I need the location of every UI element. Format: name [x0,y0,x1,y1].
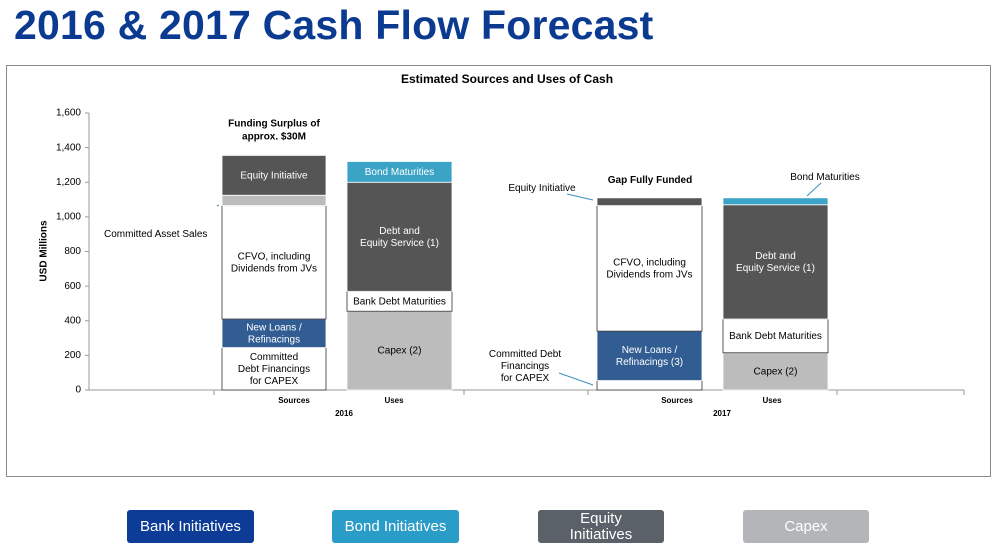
segment-label: Bond Maturities [365,167,434,178]
chart-frame: Estimated Sources and Uses of Cash 0 200 40… [6,65,991,477]
segment-label: Bank Debt Maturities [353,296,446,307]
callout-leader [216,204,220,207]
segment-label: Capex (2) [378,345,422,356]
bar-segment [722,204,829,320]
bar-segment [221,318,327,348]
bar-segment [596,380,703,391]
year-label: 2016 [335,409,353,418]
bar-segment [722,318,829,354]
bar-segment [221,205,327,320]
callout-leader [558,372,594,386]
y-axis-title: USD Millions [39,220,50,282]
bar-segment [221,347,327,391]
bar-segment [346,181,453,292]
bar-segment [722,352,829,391]
bar-segment [221,194,327,207]
category-label: Uses [384,396,404,405]
bar-segment [596,330,703,381]
bar-segment [346,310,453,391]
legend-button-equity-initiatives[interactable]: Equity Initiatives [538,510,664,543]
callout-label: Bond Maturities [790,172,859,183]
y-tick-label: 200 [64,350,81,361]
y-tick-label: 1,400 [56,142,81,153]
segment-label: Equity Initiative [240,170,308,181]
callout-label: Committed Debt Financings for CAPEX [489,349,561,384]
y-tick-label: 400 [64,315,81,326]
segment-label: CFVO, including Dividends from JVs [231,251,317,274]
y-tick-label: 0 [75,385,81,396]
callout-leader [806,182,822,197]
segment-label: Capex (2) [754,366,798,377]
legend-button-bank-initiatives[interactable]: Bank Initiatives [127,510,254,543]
bar-segment [596,205,703,332]
category-label: Uses [762,396,782,405]
group-annotation: Funding Surplus of approx. $30M [228,118,320,142]
y-tick-label: 800 [64,246,81,257]
group-annotation: Gap Fully Funded [608,175,692,186]
y-tick-label: 1,000 [56,212,81,223]
segment-label: CFVO, including Dividends from JVs [606,257,692,280]
segment-label: Committed Debt Financings for CAPEX [238,351,310,386]
bar-segment [722,197,829,206]
segment-label: Debt and Equity Service (1) [360,225,439,248]
segment-label: Bank Debt Maturities [729,331,822,342]
category-label: Sources [278,396,310,405]
y-tick-label: 1,600 [56,108,81,119]
y-tick-label: 1,200 [56,177,81,188]
sources-uses-chart: Estimated Sources and Uses of Cash 0 200 40… [39,72,965,418]
y-tick-label: 600 [64,281,81,292]
callout-label: Committed Asset Sales [104,229,207,240]
bar-segment [596,197,703,207]
category-label: Sources [661,396,693,405]
segment-label: New Loans / Refinacings (3) [616,344,683,367]
year-label: 2017 [713,409,731,418]
segment-label: Debt and Equity Service (1) [736,251,815,274]
bar-segment [346,161,453,183]
segment-label: New Loans / Refinacings [246,322,302,345]
callout-leader [566,193,594,201]
callout-label: Equity Initiative [508,183,576,194]
legend-button-bond-initiatives[interactable]: Bond Initiatives [332,510,459,543]
chart-title: Estimated Sources and Uses of Cash [401,72,613,86]
legend-button-capex[interactable]: Capex [743,510,869,543]
bar-segment [221,155,327,196]
page-title: 2016 & 2017 Cash Flow Forecast [14,2,654,48]
